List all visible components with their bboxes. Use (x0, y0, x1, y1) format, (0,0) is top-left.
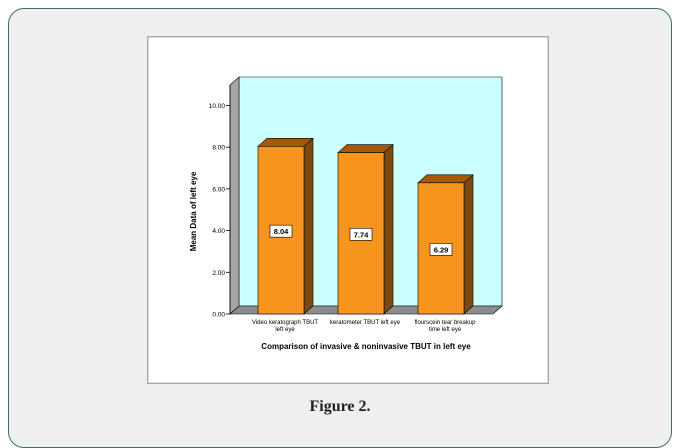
data-label-box (349, 227, 373, 241)
data-label-box (269, 224, 293, 238)
x-category-label: Video keratograph TBUT (252, 320, 318, 326)
data-label-box (429, 243, 453, 256)
bar-side (303, 137, 314, 315)
data-label: 6.29 (434, 245, 449, 254)
figure-caption: Figure 2. (309, 398, 371, 415)
bar-top (417, 174, 474, 184)
data-label: 7.74 (354, 230, 369, 239)
y-tick-label: 2.00 (212, 270, 225, 277)
y-tick-label: 4.00 (212, 228, 225, 235)
x-category-label: keratometer TBUT left eye (330, 320, 401, 326)
y-tick-label: 10.00 (209, 103, 226, 110)
bar-side (463, 174, 474, 315)
y-tick-label: 0.00 (212, 312, 225, 319)
bar-side (383, 143, 394, 315)
x-axis-label: Comparison of invasive & noninvasive TBU… (261, 342, 471, 351)
bar-top (257, 138, 314, 147)
bar-top (337, 144, 394, 153)
y-tick-label: 8.00 (212, 145, 225, 152)
plot-side-wall (229, 76, 240, 315)
data-label: 8.04 (274, 227, 289, 236)
x-category-label: time left eye (429, 327, 462, 333)
x-category-label: left eye (275, 327, 295, 333)
bar-chart: 0.00 2.00 4.00 6.00 8.00 10.00 Mean Data of le… (189, 76, 503, 351)
chart-container: 0.00 2.00 4.00 6.00 8.00 10.00 Mean Data of le… (147, 36, 549, 384)
y-axis-label: Mean Data of left eye (189, 171, 198, 251)
x-category-label: flourscein tear breakup (414, 320, 476, 326)
y-tick-label: 6.00 (212, 186, 225, 193)
